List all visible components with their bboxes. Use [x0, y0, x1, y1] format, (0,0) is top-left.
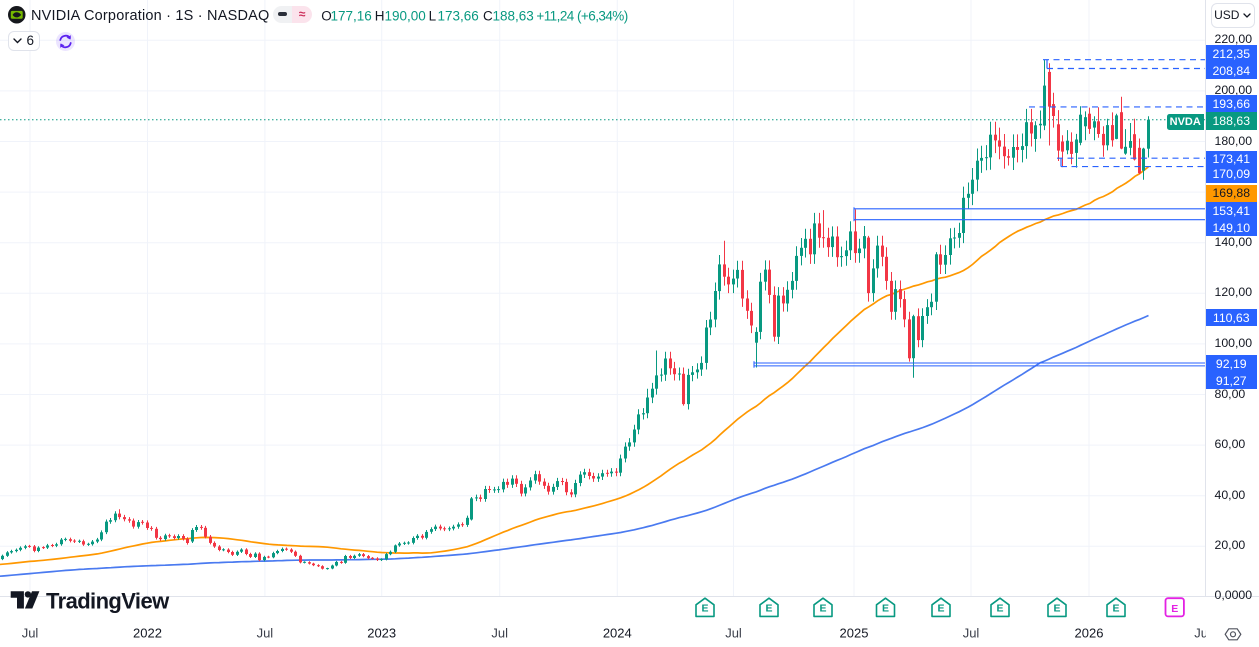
svg-text:TradingView: TradingView — [46, 589, 170, 614]
svg-text:E: E — [1112, 603, 1119, 615]
svg-text:E: E — [819, 603, 826, 615]
svg-text:E: E — [996, 603, 1003, 615]
svg-text:E: E — [1053, 603, 1060, 615]
svg-text:E: E — [1171, 603, 1178, 615]
svg-text:E: E — [882, 603, 889, 615]
svg-text:E: E — [765, 603, 772, 615]
svg-text:E: E — [937, 603, 944, 615]
svg-text:E: E — [701, 603, 708, 615]
